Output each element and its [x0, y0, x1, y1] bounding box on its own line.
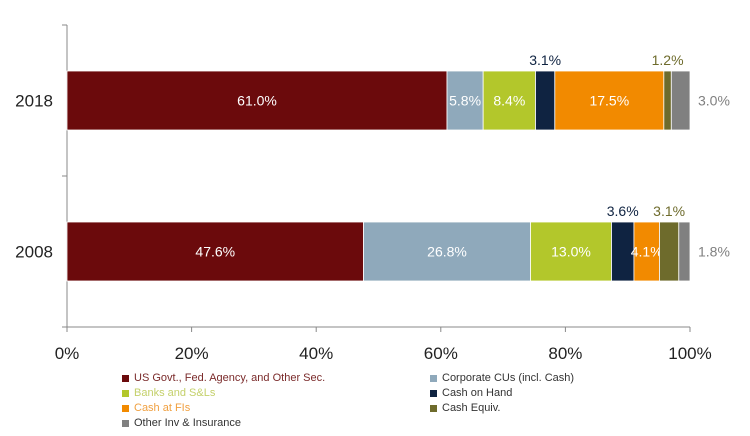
legend-label: Other Inv & Insurance	[134, 417, 241, 429]
bar-segment	[663, 70, 672, 131]
x-tick-label: 0%	[55, 344, 80, 363]
x-tick-label: 20%	[175, 344, 209, 363]
bar-segment	[66, 221, 364, 282]
category-label: 2008	[15, 243, 53, 262]
bar-segment	[363, 221, 531, 282]
data-label: 4.1%	[631, 244, 663, 260]
bar-segment	[554, 70, 665, 131]
bar-segment	[678, 221, 691, 282]
bar-segment	[66, 70, 448, 131]
bar-segment	[670, 70, 691, 131]
legend-swatch	[430, 375, 437, 382]
legend-swatch	[430, 390, 437, 397]
legend-item: Cash on Hand	[430, 386, 574, 401]
legend-label: Cash Equiv.	[442, 402, 501, 414]
data-label: 1.2%	[652, 52, 684, 68]
x-tick-label: 80%	[548, 344, 582, 363]
data-label: 1.8%	[698, 244, 730, 260]
data-label: 13.0%	[551, 244, 591, 260]
data-label: 3.1%	[653, 203, 685, 219]
data-label: 26.8%	[427, 244, 467, 260]
bar-segment	[633, 221, 660, 282]
data-label: 5.8%	[449, 93, 481, 109]
bar-segment	[446, 70, 484, 131]
legend-swatch	[122, 405, 129, 412]
x-tick-label: 40%	[299, 344, 333, 363]
data-label: 3.6%	[607, 203, 639, 219]
legend-swatch	[122, 420, 129, 427]
legend-label: Corporate CUs (incl. Cash)	[442, 372, 575, 384]
data-label: 8.4%	[493, 93, 525, 109]
legend-swatch	[122, 390, 129, 397]
legend-left: US Govt., Fed. Agency, and Other Sec. Ban…	[122, 371, 325, 431]
legend-swatch	[122, 375, 129, 382]
data-label: 3.1%	[529, 52, 561, 68]
x-tick-label: 100%	[668, 344, 711, 363]
legend-item: Other Inv & Insurance	[122, 416, 325, 431]
bar-segment	[659, 221, 680, 282]
legend-item: Cash at FIs	[122, 401, 325, 416]
x-tick-label: 60%	[424, 344, 458, 363]
legend-swatch	[430, 405, 437, 412]
legend-right: Corporate CUs (incl. Cash) Cash on Hand Ca…	[430, 371, 574, 416]
bar-segment	[530, 221, 612, 282]
data-label: 3.0%	[698, 93, 730, 109]
data-label: 47.6%	[195, 244, 235, 260]
category-label: 2018	[15, 92, 53, 111]
bar-segment	[535, 70, 556, 131]
legend-label: Cash at FIs	[134, 402, 191, 414]
legend-label: Cash on Hand	[442, 387, 513, 399]
legend-item: Banks and S&Ls	[122, 386, 325, 401]
legend-label: US Govt., Fed. Agency, and Other Sec.	[134, 372, 326, 384]
data-label: 17.5%	[589, 93, 629, 109]
data-label: 61.0%	[237, 93, 277, 109]
legend-item: US Govt., Fed. Agency, and Other Sec.	[122, 371, 325, 386]
legend-label: Banks and S&Ls	[134, 387, 216, 399]
legend-item: Cash Equiv.	[430, 401, 574, 416]
legend-item: Corporate CUs (incl. Cash)	[430, 371, 574, 386]
